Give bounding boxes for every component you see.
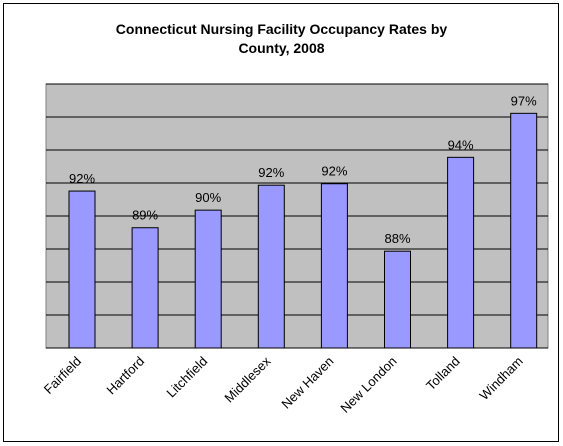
value-label: 89%: [132, 208, 158, 223]
bar: [257, 184, 285, 349]
bar: [447, 156, 475, 349]
value-label: 92%: [69, 171, 95, 186]
chart-title: Connecticut Nursing Facility Occupancy R…: [115, 21, 448, 56]
value-label: 94%: [448, 137, 474, 152]
value-label: 88%: [384, 231, 410, 246]
bar: [68, 190, 96, 349]
value-label: 92%: [258, 165, 284, 180]
value-label: 92%: [321, 164, 347, 179]
bar: [510, 112, 538, 349]
value-label: 97%: [511, 93, 537, 108]
value-label: 90%: [195, 190, 221, 205]
bar: [320, 183, 348, 349]
bar: [131, 227, 159, 349]
bar: [194, 209, 222, 349]
bar: [384, 250, 411, 349]
